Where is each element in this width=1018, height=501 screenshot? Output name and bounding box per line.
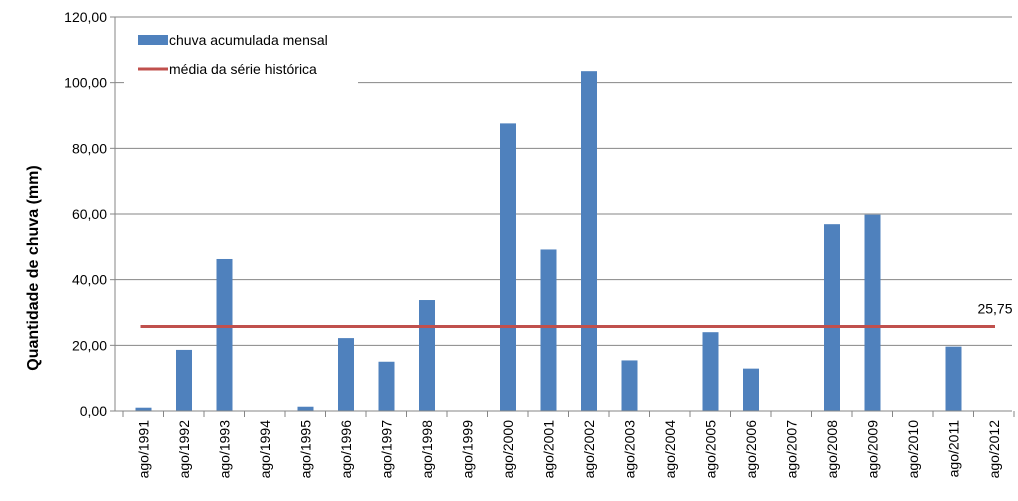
x-tick-labels: ago/1991 ago/1992 ago/1993 ago/1994 ago/1995… [136,420,1003,479]
y-tick-label: 100,00 [64,75,107,91]
bar [419,300,435,411]
x-tick-label: ago/1995 [298,420,314,479]
bar [702,332,719,411]
x-tick-label: ago/1996 [338,420,354,479]
mean-line-group: 25,75 [140,300,1013,328]
bar [216,258,233,411]
bar [338,338,354,411]
mean-value-label: 25,75 [977,300,1012,316]
x-tick-label: ago/2007 [784,420,800,479]
x-tick-label: ago/1992 [176,420,192,479]
bar [297,406,314,411]
x-tick-label: ago/1993 [217,420,233,479]
bar [135,407,152,411]
legend-box [124,24,358,86]
x-tick-label: ago/1998 [419,420,435,479]
y-tick-label: 20,00 [72,337,107,353]
y-axis-label: Quantidade de chuva (mm) [25,165,42,370]
legend-bar-swatch [138,35,168,45]
x-tick-label: ago/2011 [946,420,962,478]
bar [540,249,557,411]
bar [621,360,638,411]
x-tick-label: ago/1991 [136,420,152,479]
bar [945,346,962,411]
bar [500,123,516,411]
legend-line-label: média da série histórica [169,61,317,77]
y-tick-label: 0,00 [80,403,107,419]
x-tick-label: ago/2003 [622,420,638,479]
axes [114,17,1015,417]
y-tick-label: 60,00 [72,206,107,222]
x-tick-label: ago/2008 [824,420,840,479]
bar [864,214,881,411]
x-tick-label: ago/1999 [460,420,476,479]
y-tick-label: 80,00 [72,140,107,156]
legend: chuva acumulada mensal média da série hi… [124,24,358,86]
x-tick-label: ago/1997 [379,420,395,479]
x-tick-label: ago/2000 [500,420,516,479]
x-tick-label: ago/2004 [662,420,678,479]
x-tick-label: ago/1994 [257,420,273,479]
x-tick-label: ago/2005 [703,420,719,479]
x-tick-label: ago/2006 [743,420,759,479]
x-tick-label: ago/2009 [865,420,881,479]
y-tick-label: 120,00 [64,9,107,25]
x-tick-label: ago/2010 [905,420,921,479]
bar [824,224,840,411]
legend-bar-label: chuva acumulada mensal [169,32,328,48]
x-tick-label: ago/2001 [541,420,557,479]
gridlines [110,16,1012,412]
x-tick-label: ago/2002 [581,420,597,479]
y-tick-labels: 0,00 20,00 40,00 60,00 80,00 100,00 120,00 [64,9,107,419]
bar [176,349,192,411]
bars [135,71,962,412]
bar [581,71,597,412]
y-tick-label: 40,00 [72,272,107,288]
bar [378,361,395,411]
x-tick-label: ago/2012 [986,420,1002,479]
bar [743,368,759,411]
